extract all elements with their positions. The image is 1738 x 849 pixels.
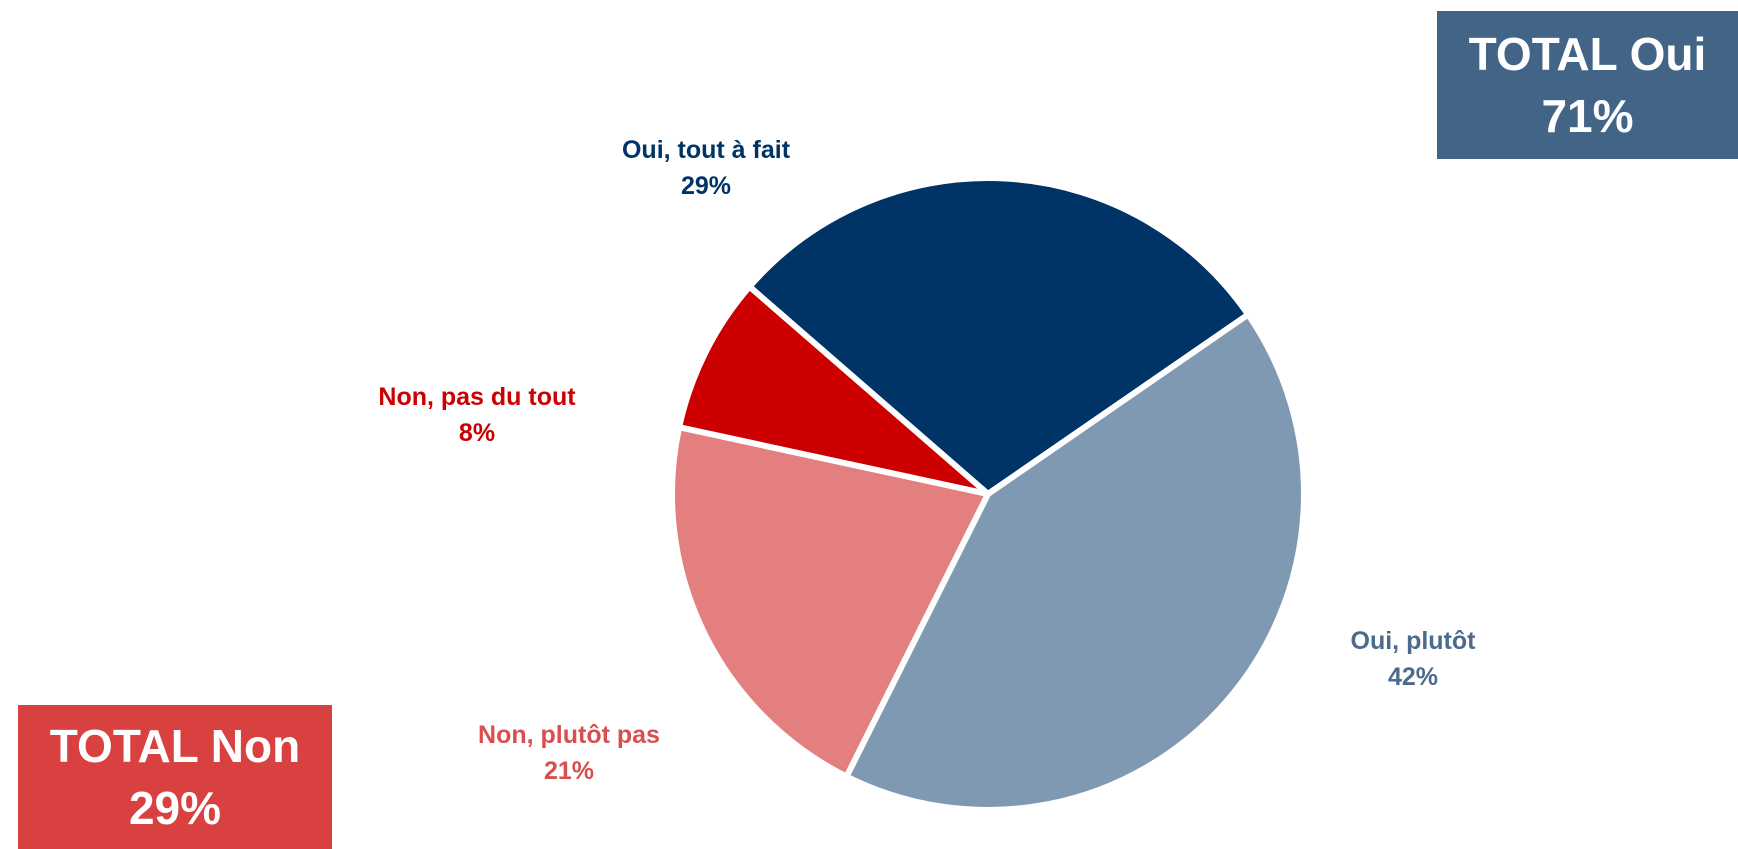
slice-oui-tout-a-fait	[746, 175, 1252, 497]
label-oui-plutot-name: Oui, plutôt	[1350, 627, 1476, 655]
label-oui-tout-a-fait-name: Oui, tout à fait	[621, 136, 791, 164]
label-oui-plutot: Oui, plutôt 42%	[1351, 623, 1476, 695]
label-non-pas-du-tout-value: 8%	[458, 419, 496, 447]
slice-non-plutot-pas	[669, 424, 991, 780]
label-non-pas-du-tout-name: Non, pas du tout	[378, 383, 576, 411]
label-oui-tout-a-fait: Oui, tout à fait 29%	[622, 132, 790, 204]
label-non-plutot-pas-name: Non, plutôt pas	[478, 721, 660, 749]
slice-oui-plutot	[843, 311, 1307, 813]
label-non-plutot-pas-value: 21%	[543, 757, 595, 785]
total-non-value: 29%	[128, 782, 222, 834]
label-non-pas-du-tout: Non, pas du tout 8%	[378, 379, 575, 451]
total-non-title: TOTAL Non	[49, 720, 301, 772]
total-oui-value: 71%	[1541, 90, 1634, 142]
slice-non-pas-du-tout	[676, 283, 991, 497]
label-oui-tout-a-fait-value: 29%	[680, 172, 732, 200]
label-non-plutot-pas: Non, plutôt pas 21%	[478, 717, 660, 789]
total-non-box: TOTAL Non 29%	[18, 705, 332, 849]
label-oui-plutot-value: 42%	[1387, 663, 1439, 691]
total-oui-box: TOTAL Oui 71%	[1437, 11, 1738, 159]
total-oui-title: TOTAL Oui	[1468, 28, 1707, 80]
